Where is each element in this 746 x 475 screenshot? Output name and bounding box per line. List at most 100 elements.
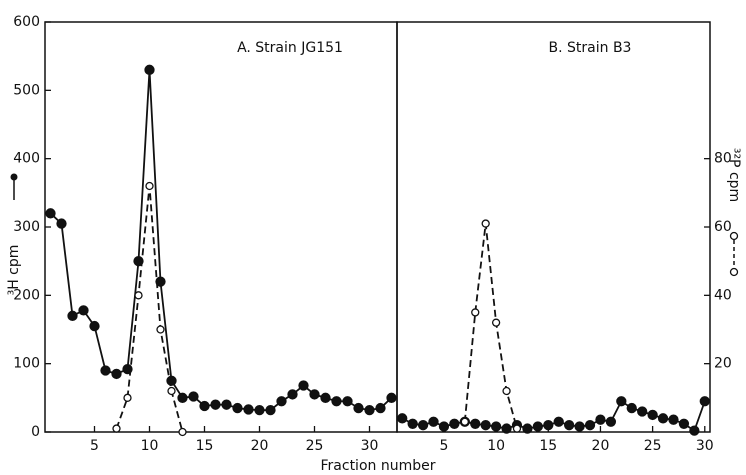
data-point xyxy=(438,421,450,432)
data-point xyxy=(490,421,502,432)
x-tick-label: 10 xyxy=(487,438,505,454)
data-point xyxy=(243,404,254,415)
x-tick-label: 15 xyxy=(539,438,557,454)
data-point xyxy=(501,423,512,434)
data-point xyxy=(522,423,533,434)
y-tick-label: 600 xyxy=(13,14,40,30)
data-point xyxy=(112,424,121,433)
panel-b-title: B. Strain B3 xyxy=(549,40,632,56)
data-point xyxy=(167,386,176,396)
data-point xyxy=(449,418,460,429)
x-tick-label: 5 xyxy=(439,438,448,454)
data-point xyxy=(123,393,132,402)
x-tick-label: 15 xyxy=(196,438,214,454)
x-axis-label: Fraction number xyxy=(321,458,436,474)
data-point xyxy=(100,365,111,376)
panel-a-title: A. Strain JG151 xyxy=(237,40,343,56)
y2-tick-label: 40 xyxy=(714,287,732,303)
data-point xyxy=(616,396,627,407)
data-point xyxy=(67,310,78,321)
data-point xyxy=(471,308,480,317)
series-line xyxy=(463,223,518,429)
x-tick-label: 25 xyxy=(306,438,324,454)
data-point xyxy=(221,399,232,410)
data-point xyxy=(45,208,56,219)
y-tick-label: 200 xyxy=(13,287,40,303)
data-point xyxy=(309,389,320,400)
series-line xyxy=(49,69,393,412)
data-point xyxy=(254,404,265,416)
data-point xyxy=(699,396,710,407)
data-point xyxy=(657,413,669,424)
data-point xyxy=(564,420,575,431)
panel-a-frame xyxy=(44,21,398,433)
y2-axis-label: ³²P cpm xyxy=(726,148,742,202)
y-tick-label: 400 xyxy=(13,151,40,167)
data-point xyxy=(331,396,342,407)
data-point xyxy=(637,406,648,417)
data-point xyxy=(375,402,386,414)
data-point xyxy=(605,416,617,427)
data-point xyxy=(364,404,375,416)
data-point xyxy=(353,402,364,414)
data-point xyxy=(111,368,122,380)
data-point xyxy=(543,420,554,431)
data-point xyxy=(276,396,287,407)
y-tick-label: 100 xyxy=(13,356,40,372)
data-point xyxy=(584,420,596,431)
data-point xyxy=(626,402,637,414)
data-point xyxy=(480,420,491,431)
data-point xyxy=(574,421,585,432)
data-point xyxy=(134,291,143,300)
data-point xyxy=(210,399,221,410)
x-tick-label: 25 xyxy=(644,438,662,454)
data-point xyxy=(342,396,353,407)
data-point xyxy=(89,320,100,332)
data-point xyxy=(188,391,199,402)
data-point xyxy=(178,427,187,437)
data-point xyxy=(386,392,397,403)
data-point xyxy=(156,325,165,334)
data-point xyxy=(56,218,67,229)
x-tick-label: 10 xyxy=(141,438,159,454)
data-point xyxy=(232,402,243,414)
data-point xyxy=(532,421,543,432)
x-tick-label: 30 xyxy=(696,438,714,454)
data-point xyxy=(177,392,188,403)
y-legend-symbol xyxy=(10,173,18,200)
data-point xyxy=(481,219,490,228)
data-point xyxy=(512,424,522,433)
x-tick-label: 20 xyxy=(592,438,610,454)
panel-b-frame xyxy=(396,21,711,433)
x-tick-label: 30 xyxy=(361,438,379,454)
data-point xyxy=(491,318,501,327)
y2-tick-label: 20 xyxy=(714,356,732,372)
y2-legend-symbol xyxy=(729,231,739,277)
data-point xyxy=(78,305,89,316)
data-point xyxy=(460,417,469,426)
data-point xyxy=(397,413,408,424)
data-point xyxy=(144,64,155,75)
x-tick-label: 20 xyxy=(251,438,269,454)
data-point xyxy=(428,416,439,427)
data-point xyxy=(320,392,331,403)
data-point xyxy=(678,418,690,429)
data-point xyxy=(553,416,564,427)
y-tick-label: 500 xyxy=(13,82,40,98)
y2-tick-label: 60 xyxy=(714,219,732,235)
data-point xyxy=(417,420,429,431)
data-point xyxy=(298,380,309,391)
y-axis-label: ³H cpm xyxy=(6,245,22,296)
data-point xyxy=(265,404,276,416)
data-point xyxy=(199,400,210,412)
data-point xyxy=(689,425,700,436)
y2-tick-label: 80 xyxy=(714,151,732,167)
y-tick-label: 0 xyxy=(31,424,40,440)
y-tick-label: 300 xyxy=(13,219,40,235)
data-point xyxy=(595,414,606,425)
data-point xyxy=(287,389,298,400)
data-point xyxy=(668,414,679,425)
data-point xyxy=(502,386,511,396)
data-point xyxy=(145,181,154,191)
